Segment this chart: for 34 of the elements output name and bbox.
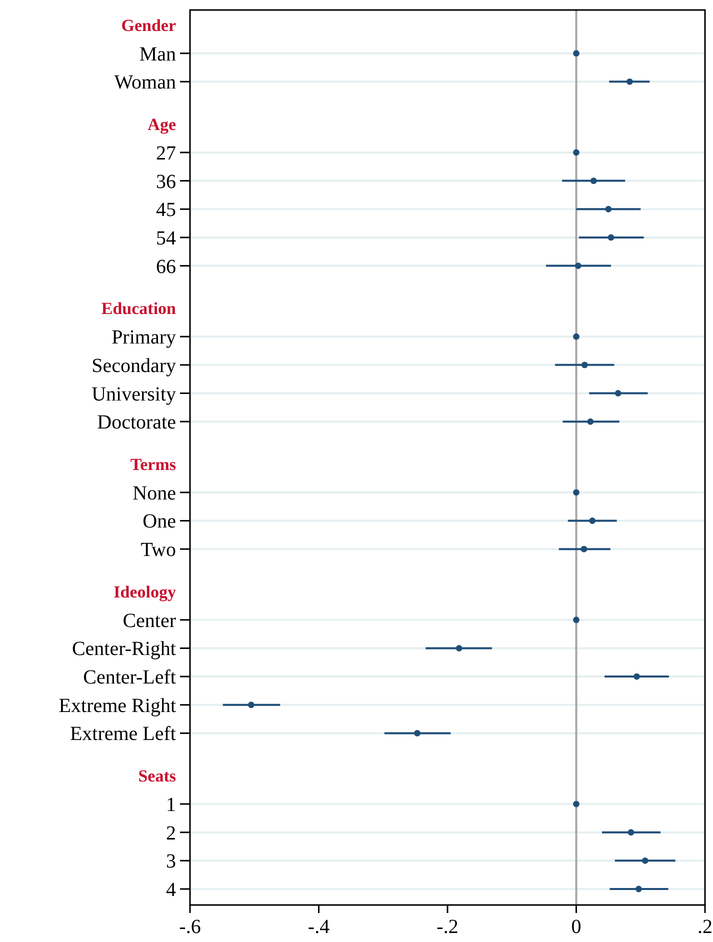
x-tick-label: 0: [571, 916, 582, 938]
y-tick-label: None: [132, 482, 176, 504]
y-tick-label: Gender: [121, 16, 176, 35]
x-tick-label: -.6: [179, 916, 201, 938]
y-tick-label: Primary: [112, 326, 176, 349]
y-tick-label: Man: [139, 43, 176, 66]
y-tick-label: Secondary: [92, 354, 176, 377]
y-tick-label: Extreme Left: [70, 723, 176, 746]
x-tick-label: -.4: [308, 916, 330, 938]
y-tick-label: 1: [166, 794, 176, 816]
y-tick-label: Terms: [130, 455, 176, 474]
y-tick-label: 66: [156, 256, 176, 278]
y-tick-label: One: [142, 510, 176, 533]
y-tick-label: Age: [148, 115, 176, 134]
y-tick-label: 2: [166, 822, 176, 844]
y-tick-label: 27: [156, 142, 176, 164]
y-tick-label: Ideology: [114, 582, 176, 602]
y-tick-label: 54: [156, 227, 176, 250]
y-tick-label: Extreme Right: [58, 694, 176, 717]
y-tick-label: 36: [156, 170, 176, 193]
y-tick-label: 45: [156, 199, 176, 222]
y-tick-label: Center-Left: [83, 666, 176, 689]
y-tick-label: 3: [166, 850, 176, 873]
y-tick-label: Two: [140, 539, 176, 562]
y-tick-label: Woman: [114, 72, 176, 94]
y-tick-label: Education: [101, 299, 177, 318]
y-tick-label: Seats: [138, 766, 176, 786]
y-tick-label: 4: [166, 879, 176, 901]
x-tick-label: -.2: [436, 916, 458, 938]
y-tick-label: University: [92, 383, 176, 406]
x-tick-label: .2: [698, 916, 712, 938]
y-tick-label: Center-Right: [72, 638, 176, 660]
y-tick-label: Doctorate: [97, 412, 176, 434]
y-tick-label: Center: [122, 610, 176, 632]
